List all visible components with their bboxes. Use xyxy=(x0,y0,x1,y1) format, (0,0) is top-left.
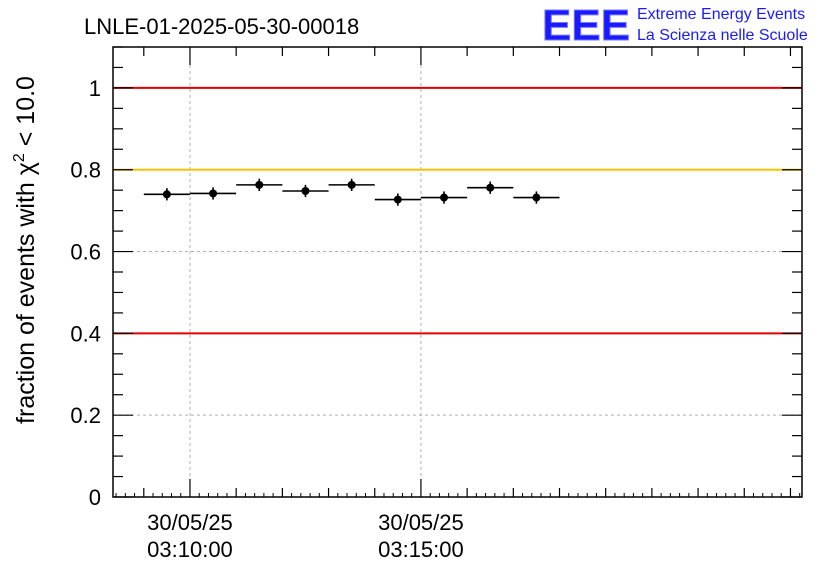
data-point xyxy=(282,184,329,198)
y-axis-label: fraction of events with χ2 < 10.0 xyxy=(11,76,40,424)
data-point xyxy=(143,188,190,201)
x-tick-label-date: 30/05/25 xyxy=(378,510,464,535)
y-axis-label-suffix: < 10.0 xyxy=(12,76,40,153)
y-axis-label-prefix: fraction of events with xyxy=(12,175,40,424)
data-point-marker xyxy=(532,193,541,202)
data-point-marker xyxy=(393,195,402,204)
data-point xyxy=(236,178,283,191)
data-points xyxy=(143,178,560,206)
y-tick-label: 0.4 xyxy=(70,321,101,346)
y-tick-label: 0.8 xyxy=(70,158,101,183)
data-point-marker xyxy=(486,183,495,192)
x-tick-label-date: 30/05/25 xyxy=(147,510,233,535)
y-tick-label: 1 xyxy=(89,76,101,101)
data-point xyxy=(513,191,560,204)
axes: 00.20.40.60.8130/05/2503:10:0030/05/2503… xyxy=(70,46,803,562)
x-tick-label-time: 03:10:00 xyxy=(147,537,233,562)
data-point-marker xyxy=(347,180,356,189)
logo-line1: Extreme Energy Events xyxy=(637,6,805,23)
y-tick-label: 0.6 xyxy=(70,240,101,265)
logo-mark: EEE xyxy=(542,1,630,50)
data-point-marker xyxy=(301,187,310,195)
y-tick-label: 0.2 xyxy=(70,403,101,428)
y-tick-label: 0 xyxy=(89,485,101,510)
data-point xyxy=(420,191,468,204)
data-point xyxy=(467,181,514,194)
data-point xyxy=(374,193,421,206)
logo: EEE Extreme Energy Events La Scienza nel… xyxy=(542,1,808,51)
chart-title: LNLE-01-2025-05-30-00018 xyxy=(84,14,359,39)
reference-lines xyxy=(113,86,802,335)
y-axis-label-symbol: χ xyxy=(12,162,40,175)
y-axis-label-exponent: 2 xyxy=(11,153,28,162)
data-point-marker xyxy=(255,180,264,189)
data-point xyxy=(328,178,375,191)
data-point xyxy=(189,187,237,200)
x-tick-label-time: 03:15:00 xyxy=(378,537,464,562)
logo-line2: La Scienza nelle Scuole xyxy=(637,27,808,44)
data-point-marker xyxy=(162,190,171,199)
data-point-marker xyxy=(440,193,449,202)
data-point-marker xyxy=(209,189,218,198)
